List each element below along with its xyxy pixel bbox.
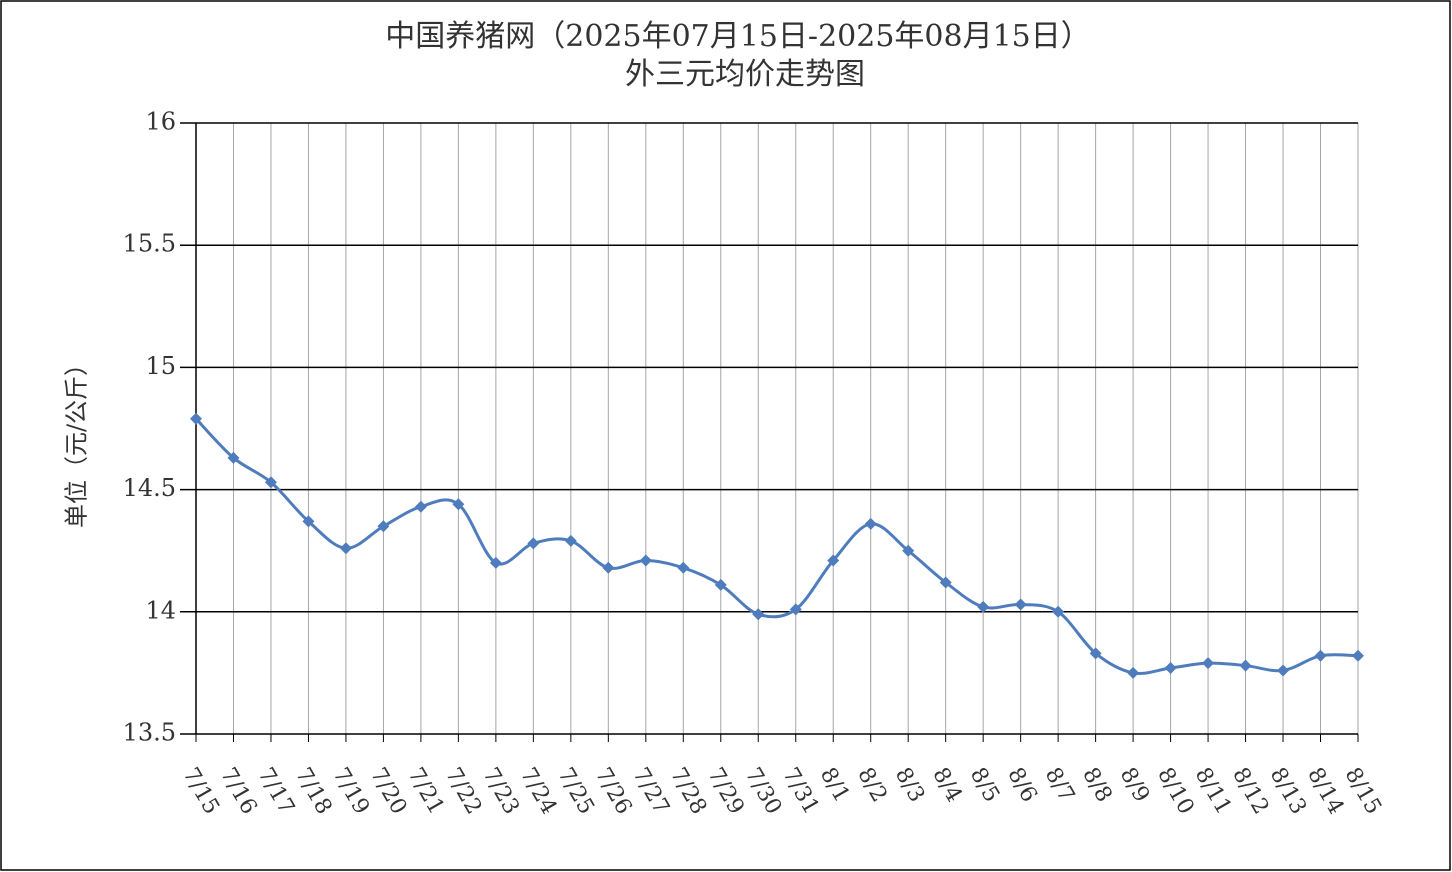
marker [902, 544, 915, 557]
y-tick-label: 13.5 [123, 719, 176, 747]
marker [939, 576, 952, 589]
marker [302, 515, 315, 528]
marker [1014, 598, 1027, 611]
y-tick-label: 14.5 [123, 474, 176, 502]
marker [639, 554, 652, 567]
marker [677, 561, 690, 574]
marker [752, 608, 765, 621]
marker [864, 517, 877, 530]
y-axis-label: 单位（元/公斤） [63, 352, 91, 528]
marker [977, 600, 990, 613]
marker [602, 561, 615, 574]
marker [1164, 662, 1177, 675]
y-tick-label: 15 [145, 352, 176, 380]
y-tick-label: 14 [145, 596, 176, 624]
marker [264, 476, 277, 489]
chart-title: 中国养猪网（2025年07月15日-2025年08月15日） [385, 19, 1091, 54]
marker [527, 537, 540, 550]
marker [452, 498, 465, 511]
marker [1089, 647, 1102, 660]
marker [564, 534, 577, 547]
y-tick-label: 16 [145, 108, 176, 136]
marker [1352, 649, 1364, 662]
marker [1277, 664, 1290, 677]
marker [414, 500, 427, 513]
marker [789, 603, 802, 616]
marker [190, 412, 202, 425]
marker [1127, 666, 1140, 679]
marker [339, 542, 352, 555]
marker [714, 578, 727, 591]
marker [227, 451, 240, 464]
marker [1239, 659, 1252, 672]
marker [1052, 605, 1065, 618]
marker [827, 554, 840, 567]
y-tick-label: 15.5 [123, 230, 176, 258]
marker [489, 556, 502, 569]
marker [1202, 657, 1215, 670]
marker [1314, 649, 1327, 662]
chart-subtitle: 外三元均价走势图 [625, 57, 865, 92]
marker [377, 520, 390, 533]
